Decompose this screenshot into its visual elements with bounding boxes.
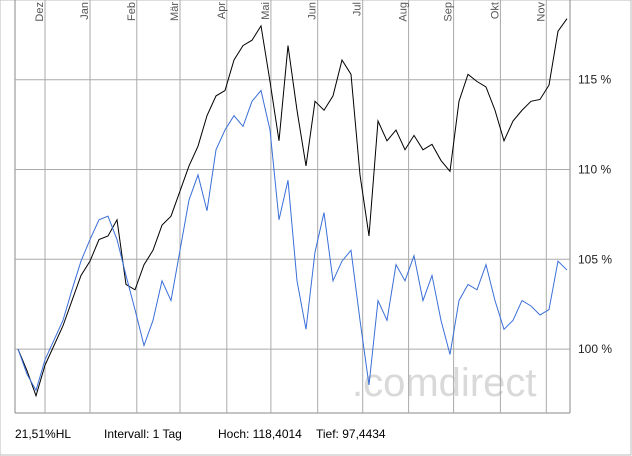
x-tick-label: Mär bbox=[169, 2, 181, 21]
footer-text: Tief: 97,4434 bbox=[316, 427, 386, 441]
x-tick-label: Okt bbox=[489, 2, 501, 19]
x-tick-label: Dez bbox=[34, 2, 46, 22]
y-tick-label: 100 % bbox=[578, 342, 612, 356]
x-tick-label: Apr bbox=[216, 2, 228, 19]
footer-text: 21,51%HL bbox=[15, 427, 71, 441]
x-tick-label: Sep bbox=[443, 2, 455, 22]
watermark: .comdirect bbox=[352, 361, 537, 405]
x-tick-label: Nov bbox=[535, 2, 547, 22]
y-tick-label: 105 % bbox=[578, 252, 612, 266]
footer-text: Intervall: 1 Tag bbox=[104, 427, 182, 441]
line-series bbox=[17, 89, 568, 392]
x-tick-label: Jun bbox=[307, 2, 319, 20]
line-series bbox=[17, 18, 568, 398]
footer-text: Hoch: 118,4014 bbox=[218, 427, 302, 441]
x-tick-label: Jan bbox=[79, 2, 91, 20]
y-tick-label: 110 % bbox=[578, 163, 611, 177]
x-tick-label: Mai bbox=[260, 2, 272, 20]
x-tick-label: Feb bbox=[126, 2, 138, 21]
x-tick-label: Aug bbox=[398, 2, 410, 22]
y-tick-label: 115 % bbox=[578, 73, 611, 87]
x-tick-label: Jul bbox=[352, 2, 364, 16]
